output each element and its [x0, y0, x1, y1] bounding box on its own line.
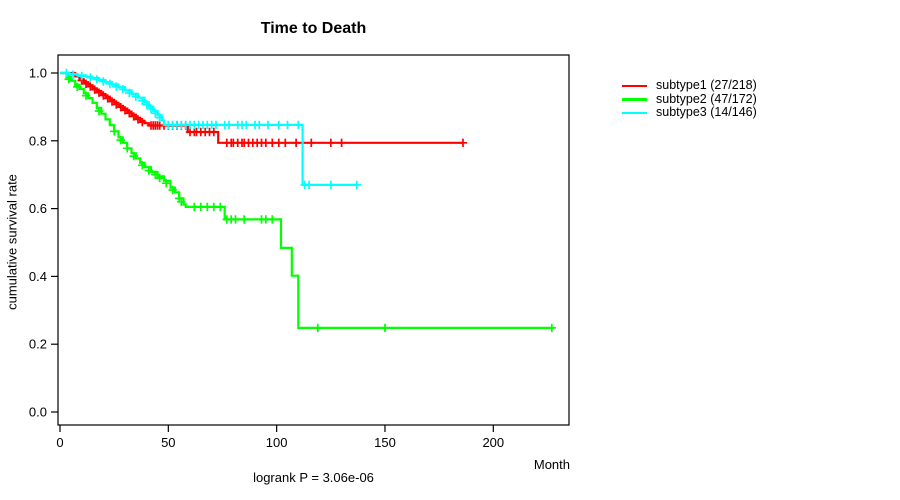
- y-tick-label: 0.4: [29, 269, 47, 284]
- legend-line-icon: [622, 98, 647, 101]
- y-tick-label: 0.8: [29, 133, 47, 148]
- plot-frame: [57, 54, 570, 426]
- y-axis-label: cumulative survival rate: [4, 174, 20, 310]
- x-tick-label: 100: [266, 435, 288, 450]
- legend-label: subtype2 (47/172): [656, 91, 757, 106]
- x-axis-label: Month: [533, 457, 570, 472]
- legend-item-subtype2: subtype2 (47/172): [622, 91, 757, 107]
- y-tick-label: 0.2: [29, 337, 47, 352]
- x-tick-label: 200: [482, 435, 504, 450]
- km-curve-subtype2: [60, 71, 552, 329]
- legend-item-subtype3: subtype3 (14/146): [622, 105, 757, 120]
- legend-label: subtype3 (14/146): [656, 105, 757, 119]
- logrank-annotation: logrank P = 3.06e-06: [253, 470, 374, 485]
- censor-marks-subtype2: [64, 74, 556, 333]
- x-tick-label: 150: [374, 435, 396, 450]
- legend-item-subtype1: subtype1 (27/218): [622, 78, 757, 93]
- km-curve-subtype3: [60, 71, 357, 186]
- plot-title: Time to Death: [260, 20, 367, 37]
- legend-label: subtype1 (27/218): [656, 78, 757, 92]
- censor-marks-subtype3: [62, 68, 361, 190]
- legend-line-icon: [622, 111, 647, 114]
- legend-line-icon: [622, 84, 647, 87]
- censor-marks-subtype1: [77, 76, 468, 147]
- y-tick-label: 1.0: [29, 66, 47, 81]
- x-tick-label: 0: [56, 435, 63, 450]
- x-tick-label: 50: [161, 435, 175, 450]
- legend: subtype1 (27/218) subtype2 (47/172) subt…: [622, 78, 757, 120]
- y-tick-label: 0.6: [29, 201, 47, 216]
- y-tick-label: 0.0: [29, 405, 47, 420]
